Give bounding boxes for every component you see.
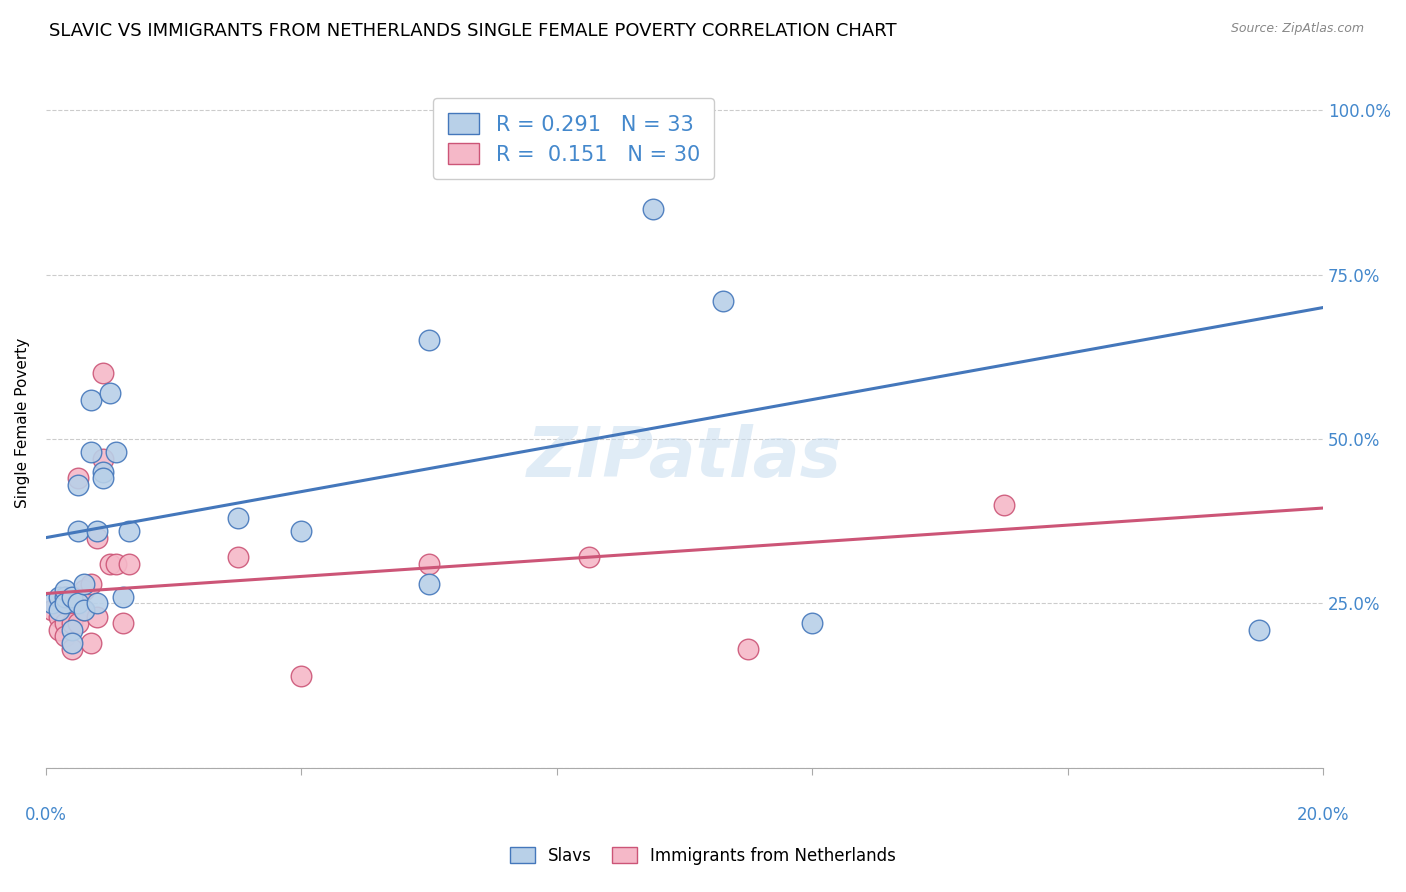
Point	[53, 590, 76, 604]
Point	[93, 471, 115, 485]
Point	[93, 465, 115, 479]
Point	[98, 557, 121, 571]
Point	[60, 623, 83, 637]
Point	[53, 583, 76, 598]
Point	[48, 623, 70, 637]
Point	[1249, 623, 1271, 637]
Point	[418, 576, 440, 591]
Point	[60, 590, 83, 604]
Point	[111, 590, 134, 604]
Point	[60, 616, 83, 631]
Point	[578, 103, 600, 118]
Point	[73, 583, 96, 598]
Point	[801, 616, 824, 631]
Point	[53, 616, 76, 631]
Point	[41, 596, 63, 610]
Point	[53, 590, 76, 604]
Point	[737, 642, 759, 657]
Text: 20.0%: 20.0%	[1296, 805, 1350, 823]
Point	[105, 557, 128, 571]
Point	[66, 590, 89, 604]
Point	[290, 668, 312, 682]
Point	[86, 524, 108, 538]
Point	[66, 596, 89, 610]
Point	[60, 636, 83, 650]
Point	[79, 576, 101, 591]
Y-axis label: Single Female Poverty: Single Female Poverty	[15, 337, 30, 508]
Text: 0.0%: 0.0%	[25, 805, 67, 823]
Point	[53, 596, 76, 610]
Point	[86, 609, 108, 624]
Point	[226, 511, 249, 525]
Point	[105, 445, 128, 459]
Point	[48, 603, 70, 617]
Point	[111, 616, 134, 631]
Point	[418, 557, 440, 571]
Point	[60, 642, 83, 657]
Text: ZIPatlas: ZIPatlas	[527, 424, 842, 491]
Point	[86, 596, 108, 610]
Point	[578, 550, 600, 565]
Point	[66, 616, 89, 631]
Point	[60, 596, 83, 610]
Point	[993, 498, 1015, 512]
Legend: Slavs, Immigrants from Netherlands: Slavs, Immigrants from Netherlands	[502, 838, 904, 873]
Point	[79, 445, 101, 459]
Point	[53, 629, 76, 643]
Point	[226, 550, 249, 565]
Point	[41, 603, 63, 617]
Legend: R = 0.291   N = 33, R =  0.151   N = 30: R = 0.291 N = 33, R = 0.151 N = 30	[433, 98, 714, 179]
Point	[93, 451, 115, 466]
Point	[641, 202, 664, 216]
Point	[86, 531, 108, 545]
Text: Source: ZipAtlas.com: Source: ZipAtlas.com	[1230, 22, 1364, 36]
Point	[66, 471, 89, 485]
Point	[290, 524, 312, 538]
Point	[66, 524, 89, 538]
Point	[48, 590, 70, 604]
Point	[73, 603, 96, 617]
Point	[418, 334, 440, 348]
Point	[66, 478, 89, 492]
Point	[93, 366, 115, 380]
Point	[118, 524, 141, 538]
Point	[98, 386, 121, 401]
Text: SLAVIC VS IMMIGRANTS FROM NETHERLANDS SINGLE FEMALE POVERTY CORRELATION CHART: SLAVIC VS IMMIGRANTS FROM NETHERLANDS SI…	[49, 22, 897, 40]
Point	[79, 392, 101, 407]
Point	[118, 557, 141, 571]
Point	[73, 576, 96, 591]
Point	[711, 293, 734, 308]
Point	[73, 603, 96, 617]
Point	[79, 636, 101, 650]
Point	[48, 609, 70, 624]
